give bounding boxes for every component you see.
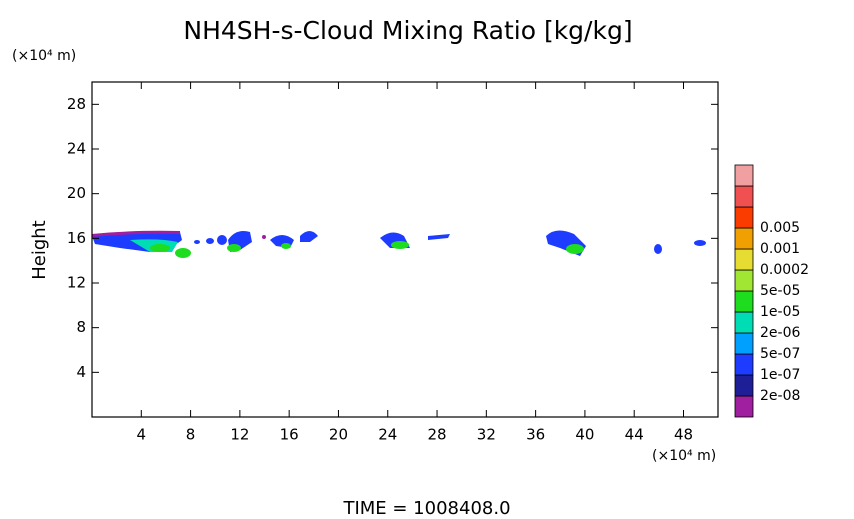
colorbar-label: 5e-07 — [760, 346, 800, 362]
cloud — [262, 235, 266, 239]
x-tick-label: 4 — [137, 426, 147, 444]
cloud — [281, 243, 291, 249]
colorbar-box — [734, 353, 754, 376]
colorbar-label: 5e-05 — [760, 283, 800, 299]
cloud — [92, 230, 180, 237]
x-tick-label: 12 — [230, 426, 249, 444]
x-tick-label: 24 — [378, 426, 397, 444]
cloud — [206, 238, 214, 244]
cloud — [175, 248, 191, 258]
colorbar-label: 0.0002 — [760, 262, 809, 278]
x-tick-label: 16 — [280, 426, 299, 444]
x-tick-label: 20 — [329, 426, 348, 444]
y-unit: (×10⁴ m) — [12, 48, 76, 64]
cloud — [150, 244, 170, 252]
colorbar-box — [734, 332, 754, 355]
x-tick-label: 36 — [526, 426, 545, 444]
y-axis-label: Height — [29, 220, 50, 280]
colorbar-box — [734, 395, 754, 418]
y-tick-label: 20 — [67, 184, 86, 202]
y-tick-label: 24 — [67, 140, 86, 158]
colorbar-box — [734, 227, 754, 250]
footer: TIME = 1008408.0 — [342, 498, 510, 519]
cloud — [217, 235, 227, 245]
cloud — [300, 231, 318, 242]
cloud — [227, 244, 241, 252]
y-tick-label: 8 — [76, 318, 86, 336]
y-tick-label: 16 — [67, 229, 86, 247]
colorbar-label: 1e-05 — [760, 304, 800, 320]
cloud — [566, 244, 584, 254]
colorbar-box — [734, 374, 754, 397]
plot-frame — [91, 81, 719, 418]
cloud — [654, 244, 662, 254]
colorbar-label: 2e-08 — [760, 388, 800, 404]
cloud-field — [92, 230, 706, 258]
y-tick-label: 4 — [76, 363, 86, 381]
chart-title: NH4SH-s-Cloud Mixing Ratio [kg/kg] — [183, 16, 632, 45]
cloud — [391, 241, 409, 249]
y-tick-label: 12 — [67, 274, 86, 292]
colorbar-box — [734, 311, 754, 334]
colorbar-box — [734, 248, 754, 271]
colorbar-box — [734, 206, 754, 229]
x-tick-label: 28 — [427, 426, 446, 444]
colorbar-label: 2e-06 — [760, 325, 800, 341]
colorbar-box — [734, 269, 754, 292]
x-tick-label: 32 — [477, 426, 496, 444]
y-tick-label: 28 — [67, 95, 86, 113]
cloud — [428, 234, 450, 240]
x-tick-label: 8 — [186, 426, 196, 444]
colorbar-label: 0.005 — [760, 220, 800, 236]
colorbar-label: 1e-07 — [760, 367, 800, 383]
colorbar-box — [734, 185, 754, 208]
colorbar-label: 0.001 — [760, 241, 800, 257]
colorbar-box — [734, 164, 754, 187]
x-tick-label: 40 — [575, 426, 594, 444]
colorbar-box — [734, 290, 754, 313]
x-unit: (×10⁴ m) — [652, 448, 716, 464]
cloud — [194, 240, 200, 244]
cloud — [694, 240, 706, 246]
x-tick-label: 48 — [674, 426, 693, 444]
x-tick-label: 44 — [625, 426, 644, 444]
